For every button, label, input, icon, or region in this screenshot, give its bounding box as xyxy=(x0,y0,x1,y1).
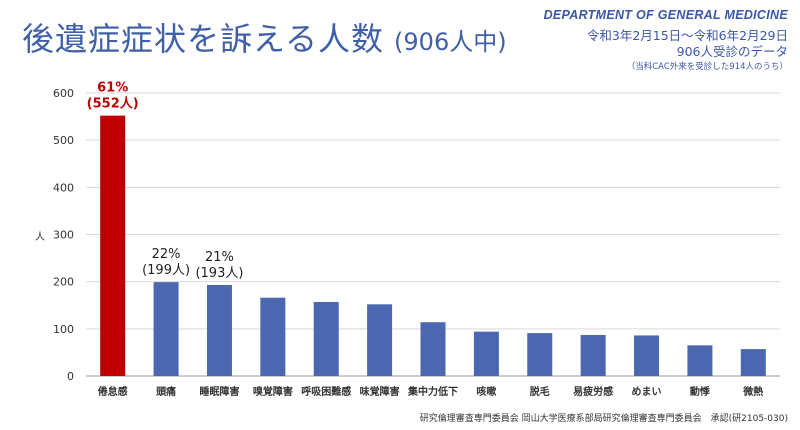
y-tick-label: 0 xyxy=(67,370,74,383)
bar xyxy=(634,335,660,376)
data-label-count: (199人) xyxy=(142,263,190,278)
x-tick-label: 易疲労感 xyxy=(573,385,613,398)
bar xyxy=(420,322,446,376)
data-label-percent: 21% xyxy=(205,250,234,265)
bar xyxy=(100,115,126,376)
y-axis-label: 人 xyxy=(35,231,45,243)
bar xyxy=(206,284,232,376)
data-label-count: (552人) xyxy=(87,96,139,112)
x-tick-label: 倦怠感 xyxy=(98,385,128,398)
x-tick-label: 咳嗽 xyxy=(476,385,496,398)
y-tick-label: 100 xyxy=(53,323,74,336)
bar xyxy=(527,333,553,376)
period-count: 906人受診のデータ xyxy=(676,44,788,59)
x-tick-label: めまい xyxy=(632,386,662,398)
x-tick-label: 睡眠障害 xyxy=(199,385,239,398)
chart-title: 後遺症症状を訴える人数 (906人中) xyxy=(22,14,507,60)
x-tick-label: 微熱 xyxy=(742,385,763,398)
data-period: 令和3年2月15日～令和6年2月29日 906人受診のデータ （当科CAC外来を… xyxy=(587,28,788,74)
bar xyxy=(473,331,499,376)
x-tick-label: 頭痛 xyxy=(156,385,176,398)
bar xyxy=(740,349,766,376)
bar xyxy=(580,334,606,376)
data-label-percent: 61% xyxy=(97,81,128,96)
y-tick-label: 500 xyxy=(53,134,74,147)
bar xyxy=(313,301,339,376)
bar xyxy=(367,304,393,376)
period-note: （当科CAC外来を受診した914人のうち） xyxy=(626,62,788,72)
bar xyxy=(687,345,713,376)
y-tick-label: 400 xyxy=(53,181,74,194)
period-dates: 令和3年2月15日～令和6年2月29日 xyxy=(586,28,788,43)
title-subtitle: (906人中) xyxy=(394,28,507,56)
title-main: 後遺症症状を訴える人数 xyxy=(22,20,385,58)
x-tick-label: 嗅覚障害 xyxy=(253,385,293,398)
data-label-percent: 22% xyxy=(152,247,181,262)
x-tick-label: 味覚障害 xyxy=(360,385,400,398)
y-tick-label: 600 xyxy=(53,87,74,100)
x-tick-label: 集中力低下 xyxy=(407,385,458,398)
x-tick-label: 呼吸困難感 xyxy=(301,385,351,398)
bar xyxy=(260,297,286,376)
x-tick-label: 動悸 xyxy=(690,385,711,398)
data-label-count: (193人) xyxy=(195,266,243,281)
department-name: DEPARTMENT OF GENERAL MEDICINE xyxy=(543,8,788,22)
x-tick-label: 脱毛 xyxy=(530,385,550,398)
y-tick-label: 200 xyxy=(53,276,74,289)
ethics-approval-note: 研究倫理審査専門委員会 岡山大学医療系部局研究倫理審査専門委員会 承認(研210… xyxy=(419,414,788,424)
y-tick-label: 300 xyxy=(53,229,74,242)
bar xyxy=(153,282,179,376)
